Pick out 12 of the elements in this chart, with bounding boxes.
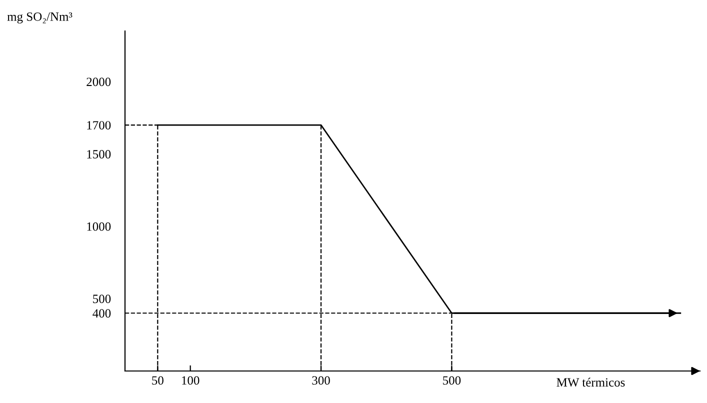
x-tick-label: 100 [182, 376, 200, 385]
x-tick-label: 500 [443, 376, 461, 385]
x-tick-label: 300 [312, 376, 330, 385]
y-tick-label: 1000 [87, 222, 111, 231]
y-tick-label: 2000 [86, 78, 111, 86]
y-axis-title: mg SO₂/Nm³ [7, 12, 72, 24]
y-tick-label: 1700 [87, 121, 111, 130]
x-axis-title: MW térmicos [556, 378, 625, 387]
x-tick-label: 50 [152, 376, 164, 385]
y-tick-label: 500 [93, 294, 111, 304]
y-tick-label: 1500 [87, 150, 111, 158]
y-tick-label: 400 [92, 309, 111, 318]
